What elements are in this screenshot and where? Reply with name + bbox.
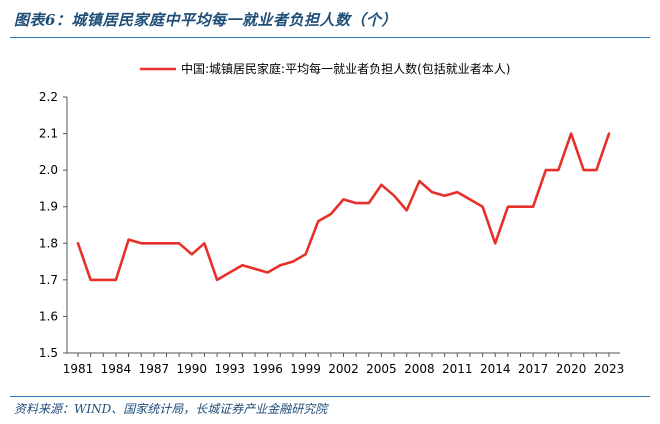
y-tick-label: 1.5	[39, 346, 58, 360]
plot-area	[76, 132, 611, 282]
axes	[63, 96, 620, 357]
y-tick-label: 2.2	[39, 90, 58, 104]
x-tick-label: 1981	[63, 362, 94, 376]
x-tick-label: 2005	[366, 362, 397, 376]
x-tick-label: 1996	[252, 362, 283, 376]
tick-labels: 1.5 1.6 1.7 1.8 1.9 2.0 2.1 2.2 1981 1984 1987 1990…	[39, 90, 624, 376]
legend-label: 中国:城镇居民家庭:平均每一就业者负担人数(包括就业者本人)	[181, 61, 510, 76]
source-divider	[10, 396, 650, 397]
y-tick-label: 1.9	[39, 200, 58, 214]
figure-title: 图表6：城镇居民家庭中平均每一就业者负担人数（个）	[14, 11, 397, 29]
series-line	[76, 132, 611, 282]
legend: 中国:城镇居民家庭:平均每一就业者负担人数(包括就业者本人)	[140, 61, 510, 76]
x-tick-label: 2002	[328, 362, 359, 376]
y-tick-label: 1.6	[39, 309, 58, 323]
x-tick-label: 1993	[214, 362, 245, 376]
x-tick-label: 1984	[101, 362, 132, 376]
x-tick-label: 2014	[480, 362, 511, 376]
y-tick-label: 2.1	[39, 127, 58, 141]
x-tick-label: 2008	[404, 362, 435, 376]
y-tick-label: 1.7	[39, 273, 58, 287]
y-tick-label: 2.0	[39, 163, 58, 177]
x-tick-label: 1987	[139, 362, 170, 376]
x-tick-label: 1990	[177, 362, 208, 376]
x-tick-label: 2020	[556, 362, 587, 376]
x-tick-label: 2023	[594, 362, 625, 376]
x-tick-label: 2011	[442, 362, 473, 376]
y-tick-label: 1.8	[39, 236, 58, 250]
source-note: 资料来源：WIND、国家统计局，长城证券产业金融研究院	[14, 402, 328, 416]
x-tick-label: 1999	[290, 362, 321, 376]
title-divider	[10, 37, 650, 38]
x-tick-label: 2017	[518, 362, 549, 376]
